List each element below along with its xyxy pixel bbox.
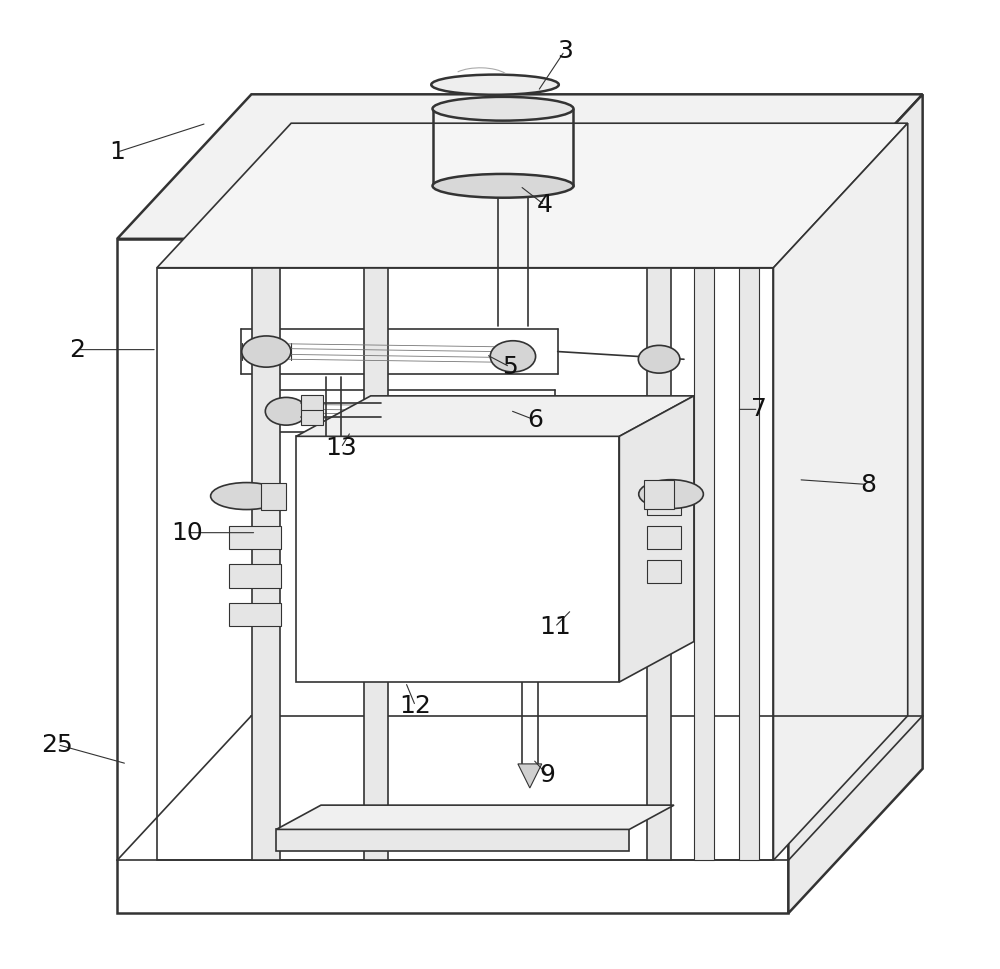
Text: 6: 6 bbox=[527, 408, 543, 432]
Text: 2: 2 bbox=[69, 337, 85, 361]
Text: 1: 1 bbox=[109, 141, 125, 164]
Polygon shape bbox=[301, 395, 323, 410]
Polygon shape bbox=[261, 483, 286, 510]
Polygon shape bbox=[301, 409, 323, 424]
Ellipse shape bbox=[639, 480, 703, 509]
Polygon shape bbox=[647, 492, 681, 516]
Text: 10: 10 bbox=[171, 520, 203, 545]
Text: 12: 12 bbox=[400, 694, 431, 718]
Text: 8: 8 bbox=[860, 473, 876, 496]
Polygon shape bbox=[117, 238, 788, 913]
Text: 11: 11 bbox=[539, 615, 571, 640]
Polygon shape bbox=[619, 396, 694, 682]
Polygon shape bbox=[364, 267, 388, 860]
Ellipse shape bbox=[265, 397, 307, 425]
Ellipse shape bbox=[433, 97, 573, 121]
Ellipse shape bbox=[433, 173, 573, 198]
Polygon shape bbox=[229, 565, 281, 587]
Polygon shape bbox=[229, 526, 281, 549]
Text: 13: 13 bbox=[325, 436, 357, 460]
Ellipse shape bbox=[494, 397, 532, 425]
Text: 5: 5 bbox=[502, 355, 518, 379]
Polygon shape bbox=[647, 560, 681, 582]
Ellipse shape bbox=[211, 483, 282, 510]
Polygon shape bbox=[773, 123, 908, 860]
Polygon shape bbox=[157, 123, 908, 267]
Polygon shape bbox=[739, 267, 759, 860]
Text: 3: 3 bbox=[557, 39, 573, 63]
Text: 9: 9 bbox=[540, 764, 556, 788]
Text: 4: 4 bbox=[537, 193, 553, 217]
Polygon shape bbox=[117, 94, 923, 238]
Polygon shape bbox=[647, 526, 681, 549]
Polygon shape bbox=[644, 480, 674, 509]
Polygon shape bbox=[694, 267, 714, 860]
Polygon shape bbox=[276, 805, 674, 829]
Polygon shape bbox=[157, 267, 773, 860]
Text: 25: 25 bbox=[42, 733, 73, 757]
Ellipse shape bbox=[431, 75, 559, 95]
Polygon shape bbox=[296, 396, 694, 436]
Polygon shape bbox=[788, 94, 923, 913]
Polygon shape bbox=[229, 603, 281, 626]
Polygon shape bbox=[252, 267, 280, 860]
Ellipse shape bbox=[498, 180, 528, 192]
Polygon shape bbox=[647, 267, 671, 860]
Ellipse shape bbox=[242, 336, 291, 367]
Polygon shape bbox=[518, 764, 542, 788]
Ellipse shape bbox=[638, 345, 680, 373]
Text: 7: 7 bbox=[751, 397, 766, 422]
Ellipse shape bbox=[490, 341, 536, 372]
Ellipse shape bbox=[640, 402, 678, 430]
Polygon shape bbox=[276, 829, 629, 851]
Polygon shape bbox=[296, 436, 619, 682]
